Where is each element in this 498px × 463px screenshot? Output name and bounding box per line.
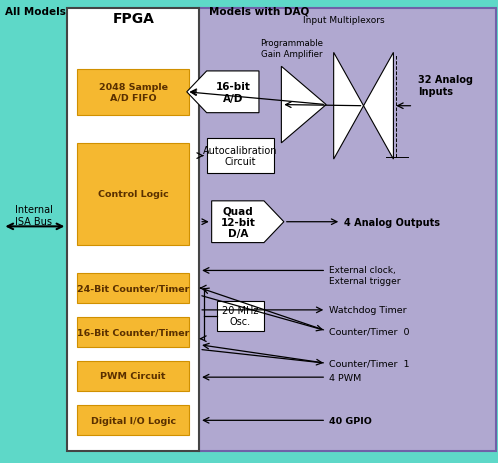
- FancyBboxPatch shape: [199, 9, 496, 451]
- Text: External clock,
External trigger: External clock, External trigger: [329, 266, 400, 285]
- Text: Input Multiplexors: Input Multiplexors: [303, 16, 384, 25]
- Text: 4 PWM: 4 PWM: [329, 373, 361, 382]
- Text: 16-bit
A/D: 16-bit A/D: [215, 82, 250, 103]
- FancyBboxPatch shape: [217, 301, 264, 331]
- Text: Watchdog Timer: Watchdog Timer: [329, 306, 406, 315]
- Text: 4 Analog Outputs: 4 Analog Outputs: [344, 217, 440, 227]
- Text: PWM Circuit: PWM Circuit: [101, 372, 166, 381]
- Text: 32 Analog
Inputs: 32 Analog Inputs: [418, 75, 473, 96]
- Text: FPGA: FPGA: [113, 12, 154, 25]
- FancyBboxPatch shape: [77, 144, 189, 245]
- Text: All Models: All Models: [5, 7, 66, 17]
- FancyBboxPatch shape: [207, 139, 274, 174]
- Text: Counter/Timer  0: Counter/Timer 0: [329, 326, 409, 336]
- FancyBboxPatch shape: [77, 273, 189, 303]
- Text: Models with DAQ: Models with DAQ: [209, 7, 309, 17]
- Text: Quad
12-bit
D/A: Quad 12-bit D/A: [220, 206, 255, 239]
- Text: Counter/Timer  1: Counter/Timer 1: [329, 359, 409, 368]
- Polygon shape: [364, 53, 393, 160]
- FancyBboxPatch shape: [77, 69, 189, 116]
- FancyBboxPatch shape: [77, 317, 189, 347]
- Text: Autocalibration
Circuit: Autocalibration Circuit: [203, 145, 277, 167]
- Text: Programmable
Gain Amplifier: Programmable Gain Amplifier: [260, 39, 323, 59]
- Text: Digital I/O Logic: Digital I/O Logic: [91, 416, 176, 425]
- Text: Internal
ISA Bus: Internal ISA Bus: [15, 205, 53, 226]
- Polygon shape: [334, 53, 364, 160]
- Text: 40 GPIO: 40 GPIO: [329, 416, 372, 425]
- FancyBboxPatch shape: [77, 361, 189, 391]
- Text: Control Logic: Control Logic: [98, 190, 169, 199]
- Text: 16-Bit Counter/Timer: 16-Bit Counter/Timer: [77, 328, 189, 337]
- FancyBboxPatch shape: [67, 9, 199, 451]
- Text: 2048 Sample
A/D FIFO: 2048 Sample A/D FIFO: [99, 83, 168, 102]
- Polygon shape: [281, 67, 326, 144]
- Text: 24-Bit Counter/Timer: 24-Bit Counter/Timer: [77, 284, 189, 293]
- Polygon shape: [212, 201, 284, 243]
- FancyBboxPatch shape: [77, 405, 189, 435]
- Polygon shape: [187, 72, 259, 113]
- Text: 20 MHz
Osc.: 20 MHz Osc.: [222, 305, 258, 327]
